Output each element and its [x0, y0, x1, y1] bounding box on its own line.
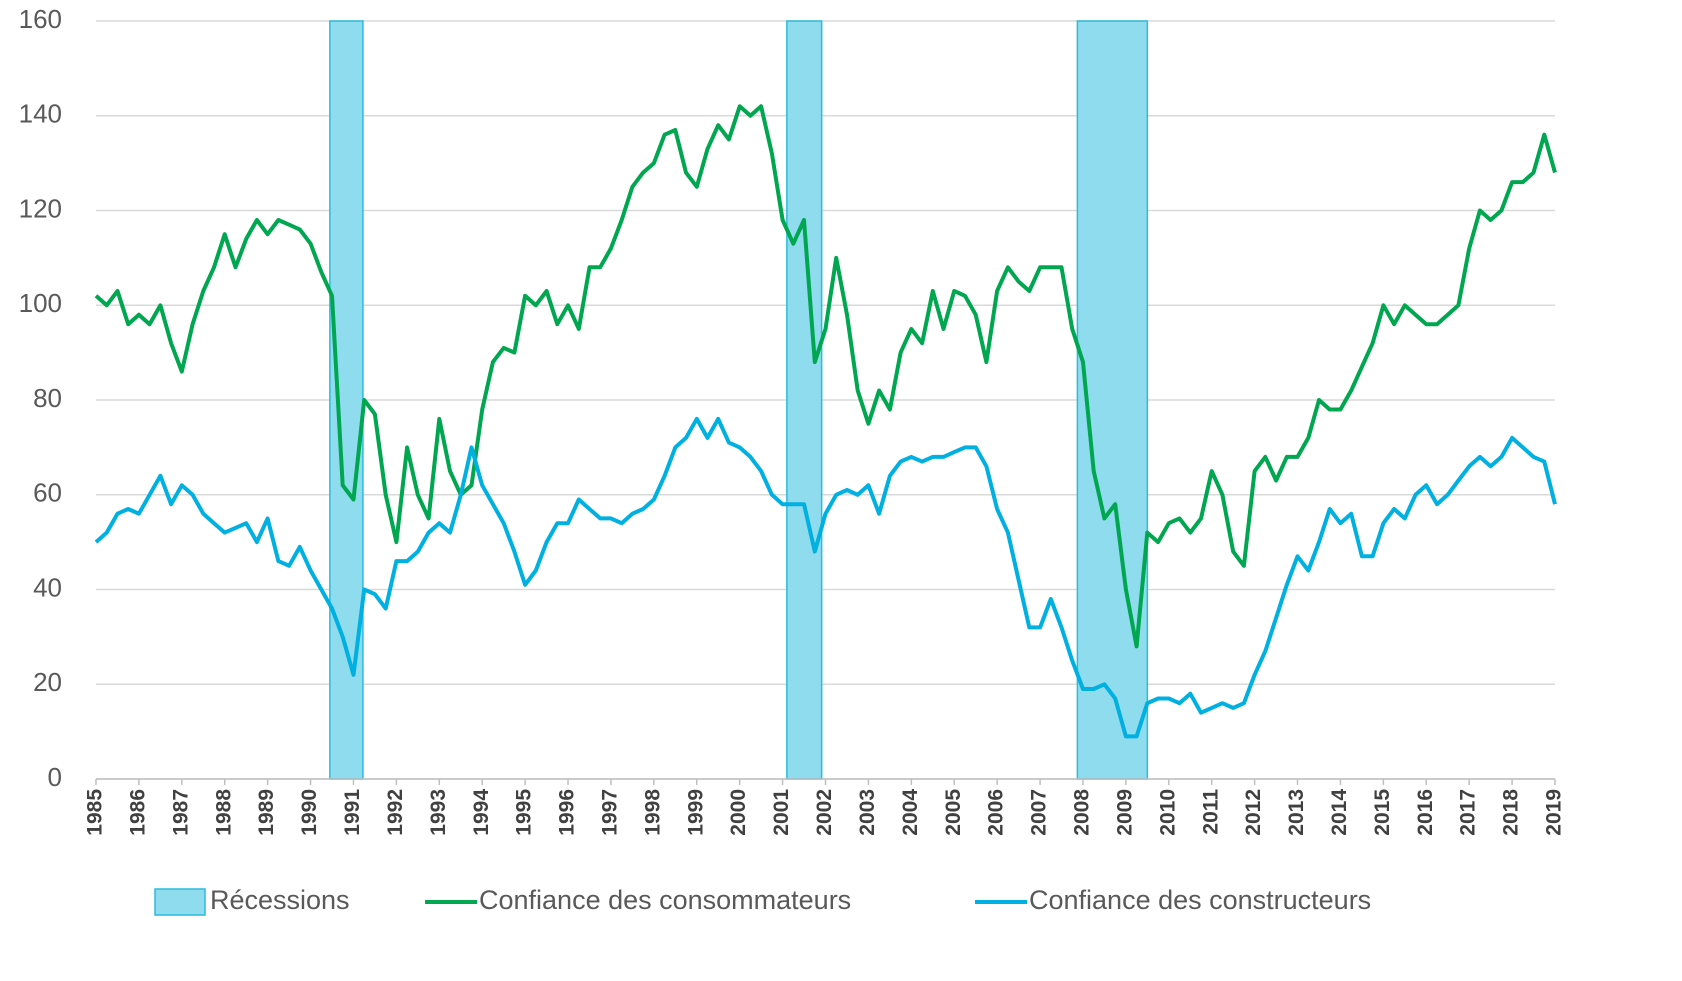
legend-swatch	[155, 889, 205, 915]
x-tick-label: 1992	[384, 789, 407, 836]
x-tick-label: 1994	[470, 789, 493, 836]
y-tick-label: 140	[19, 99, 62, 129]
x-tick-label: 2004	[899, 789, 922, 836]
recession-band	[787, 21, 822, 779]
x-tick-label: 2011	[1199, 789, 1222, 835]
x-tick-label: 2014	[1328, 789, 1351, 836]
x-tick-label: 2001	[770, 789, 793, 836]
x-tick-label: 2003	[856, 789, 879, 836]
x-tick-label: 1998	[641, 789, 664, 836]
x-tick-label: 1990	[298, 789, 321, 836]
chart: 0 20 40 60 80 100 120 140 160 1985 1986 1987 1988 198…	[0, 0, 1682, 981]
x-tick-label: 2010	[1156, 789, 1179, 836]
x-tick-label: 2009	[1113, 789, 1136, 836]
x-tick-label: 2002	[813, 789, 836, 836]
x-tick-label: 2019	[1543, 789, 1566, 836]
series-line	[96, 419, 1555, 737]
recession-band	[330, 21, 363, 779]
legend-label: Confiance des constructeurs	[1029, 885, 1371, 915]
x-tick-label: 1996	[556, 789, 579, 836]
x-tick-label: 2000	[727, 789, 750, 836]
x-tick-label: 2015	[1371, 789, 1394, 836]
y-tick-label: 0	[48, 762, 62, 792]
y-tick-label: 100	[19, 288, 62, 318]
x-tick-label: 2018	[1500, 789, 1523, 836]
x-tick-label: 1993	[427, 789, 450, 836]
x-tick-label: 1987	[169, 789, 192, 836]
x-tick-label: 2006	[985, 789, 1008, 836]
x-tick-label: 1989	[255, 789, 278, 836]
legend-label: Récessions	[210, 885, 350, 915]
y-tick-label: 40	[33, 572, 62, 602]
x-tick-label: 1995	[513, 789, 536, 836]
x-tick-label: 1991	[341, 789, 364, 836]
x-tick-label: 1986	[126, 789, 149, 836]
y-tick-label: 80	[33, 383, 62, 413]
x-tick-label: 2013	[1285, 789, 1308, 836]
legend-label: Confiance des consommateurs	[479, 885, 851, 915]
y-tick-label: 20	[33, 667, 62, 697]
x-tick-label: 2017	[1457, 789, 1480, 836]
x-tick-label: 1988	[212, 789, 235, 836]
x-tick-label: 1999	[684, 789, 707, 836]
x-tick-label: 2007	[1028, 789, 1051, 836]
x-tick-label: 1997	[598, 789, 621, 836]
x-tick-label: 1985	[84, 789, 107, 836]
x-tick-label: 2008	[1071, 789, 1094, 836]
x-tick-label: 2005	[942, 789, 965, 836]
y-tick-label: 120	[19, 193, 62, 223]
series-line	[96, 106, 1555, 646]
y-tick-label: 60	[33, 478, 62, 508]
x-tick-label: 2016	[1414, 789, 1437, 836]
y-tick-label: 160	[19, 4, 62, 34]
x-tick-label: 2012	[1242, 789, 1265, 836]
